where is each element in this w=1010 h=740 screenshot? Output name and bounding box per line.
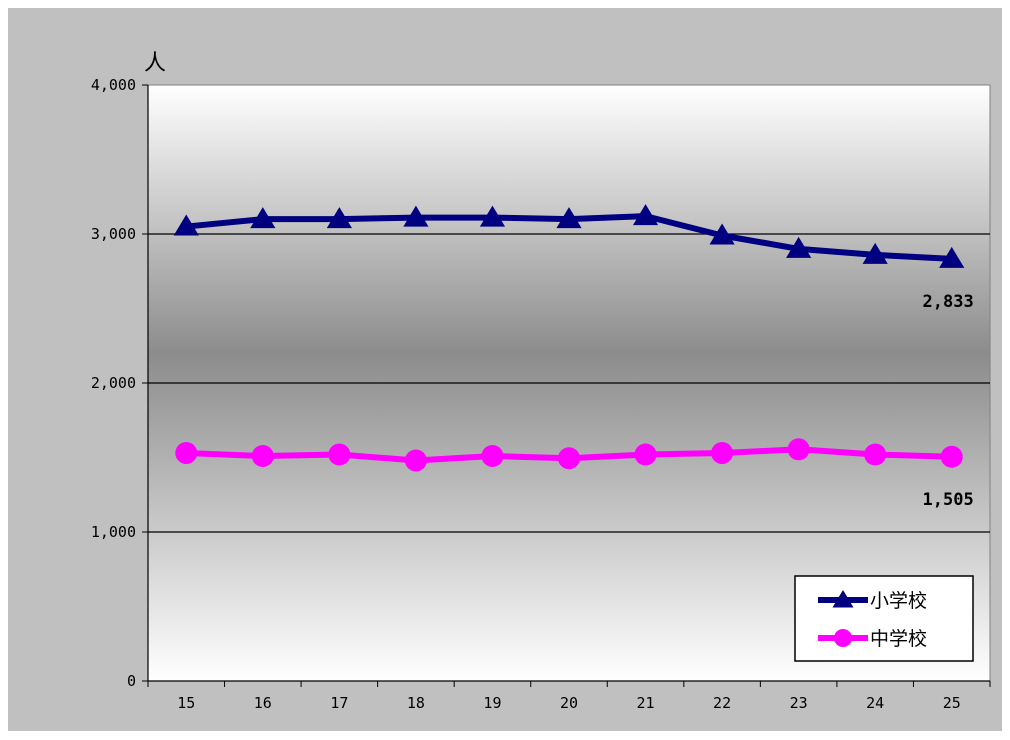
x-tick-label: 20 — [560, 694, 578, 712]
data-point — [787, 438, 810, 461]
data-point — [251, 445, 274, 468]
y-tick-label: 1,000 — [91, 523, 136, 541]
x-tick-label: 15 — [177, 694, 195, 712]
y-tick-label: 3,000 — [91, 225, 136, 243]
x-tick-label: 24 — [866, 694, 884, 712]
data-label: 1,505 — [923, 490, 974, 510]
chart-area: 0 1,000 2,000 3,000 4,000 15 16 17 18 19 20 21 22 23 2… — [8, 8, 1002, 731]
legend-label: 小学校 — [870, 590, 927, 612]
data-point — [786, 236, 812, 258]
line-chart: 0 1,000 2,000 3,000 4,000 15 16 17 18 19 20 21 22 23 2… — [91, 51, 991, 712]
data-point — [328, 443, 351, 466]
legend-marker — [832, 590, 854, 608]
data-point — [404, 449, 427, 472]
data-point — [403, 205, 429, 227]
data-point — [479, 205, 506, 227]
data-point — [711, 442, 734, 465]
x-tick-label: 22 — [713, 694, 731, 712]
y-tick-label: 0 — [127, 672, 136, 690]
x-tick-label: 19 — [483, 694, 501, 712]
data-label: 2,833 — [923, 292, 974, 312]
x-tick-label: 21 — [637, 694, 655, 712]
legend-marker — [834, 629, 852, 647]
data-point — [175, 442, 198, 465]
data-point — [632, 204, 659, 226]
legend-label: 中学校 — [870, 628, 927, 650]
data-point — [939, 246, 965, 268]
data-point — [862, 242, 888, 264]
y-tick-label: 4,000 — [91, 76, 136, 94]
x-tick-label: 18 — [407, 694, 425, 712]
data-point — [250, 207, 276, 229]
data-point — [481, 445, 504, 468]
data-point — [173, 214, 199, 236]
legend-box — [794, 575, 974, 662]
data-point — [940, 445, 963, 468]
data-point — [326, 207, 352, 229]
data-point — [558, 447, 580, 470]
data-point — [634, 443, 657, 466]
x-tick-label: 16 — [254, 694, 272, 712]
x-tick-label: 23 — [790, 694, 808, 712]
data-point — [709, 223, 735, 245]
y-tick-label: 2,000 — [91, 374, 136, 392]
data-point — [556, 207, 582, 229]
y-axis-unit-label: 人 — [144, 51, 166, 76]
x-tick-label: 25 — [943, 694, 961, 712]
data-point — [864, 443, 887, 466]
x-tick-label: 17 — [330, 694, 348, 712]
